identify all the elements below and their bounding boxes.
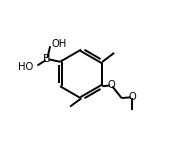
Text: B: B xyxy=(43,54,51,64)
Text: OH: OH xyxy=(51,39,66,49)
Text: HO: HO xyxy=(18,62,34,72)
Text: O: O xyxy=(108,80,115,90)
Text: O: O xyxy=(128,92,136,102)
